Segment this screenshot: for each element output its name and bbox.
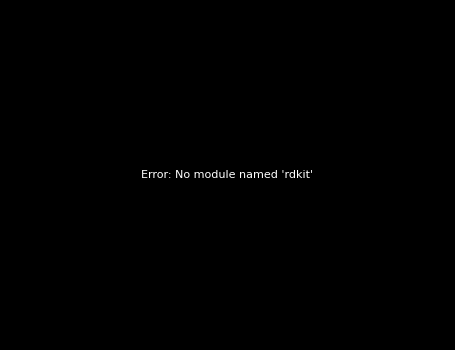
Text: Error: No module named 'rdkit': Error: No module named 'rdkit' <box>142 170 313 180</box>
